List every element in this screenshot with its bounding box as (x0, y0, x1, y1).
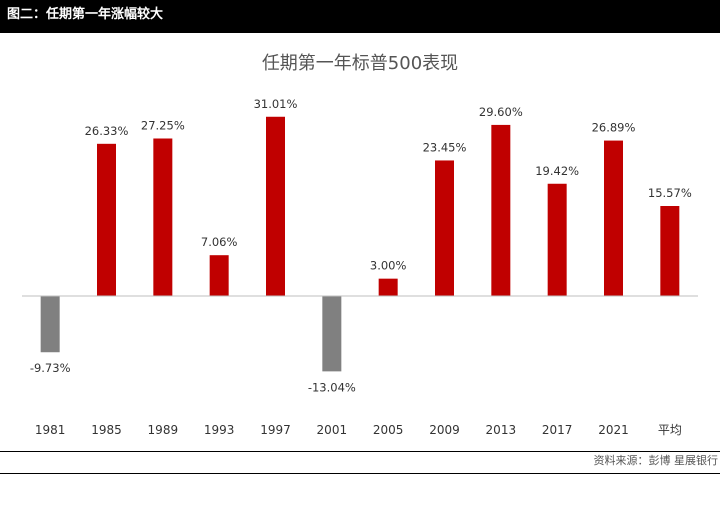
bar-2021 (604, 140, 623, 296)
bar-1981 (40, 296, 60, 353)
chart-area: 任期第一年标普500表现 -9.73% 26.33% 27.25% 7.06% 31.0… (0, 33, 720, 451)
bar-chart: 任期第一年标普500表现 -9.73% 26.33% 27.25% 7.06% 31.0… (22, 53, 698, 437)
category-label-2005: 2005 (373, 423, 404, 437)
bar-1985 (97, 143, 116, 296)
category-label-1993: 1993 (204, 423, 235, 437)
bar-2005 (378, 278, 398, 296)
bar-2017 (547, 183, 567, 296)
bottom-divider-lower (0, 473, 720, 474)
category-label-2017: 2017 (542, 423, 573, 437)
category-label-2013: 2013 (486, 423, 517, 437)
category-label-1985: 1985 (91, 423, 122, 437)
category-label-1981: 1981 (35, 423, 66, 437)
data-label-2013: 29.60% (479, 105, 523, 119)
data-label-2001: -13.04% (308, 380, 356, 394)
bar-2009 (435, 160, 454, 296)
data-label-1985: 26.33% (85, 124, 129, 138)
data-label-1989: 27.25% (141, 118, 185, 132)
category-labels-group: 1981 1985 1989 1993 1997 2001 2005 2009 2013 2017… (35, 423, 682, 437)
category-label-2001: 2001 (317, 423, 348, 437)
category-label-平均: 平均 (658, 423, 682, 437)
data-label-1993: 7.06% (201, 235, 238, 249)
bar-平均 (660, 206, 680, 296)
figure-caption: 图二：任期第一年涨幅较大 (7, 7, 164, 22)
bottom-divider (0, 451, 720, 452)
data-label-1981: -9.73% (30, 361, 71, 375)
bar-1997 (266, 116, 285, 296)
data-label-2009: 23.45% (423, 140, 467, 154)
bar-1993 (209, 255, 229, 296)
bar-2013 (491, 124, 511, 296)
category-label-2021: 2021 (598, 423, 629, 437)
bars-group (40, 116, 680, 372)
data-label-2017: 19.42% (535, 164, 579, 178)
data-label-1997: 31.01% (254, 97, 298, 111)
bar-1989 (153, 138, 173, 296)
category-label-1989: 1989 (148, 423, 179, 437)
chart-title: 任期第一年标普500表现 (262, 53, 458, 74)
bar-2001 (322, 296, 342, 372)
value-labels-group: -9.73% 26.33% 27.25% 7.06% 31.01% -13.04% 3.00… (30, 97, 692, 395)
data-label-2021: 26.89% (592, 121, 636, 135)
category-label-2009: 2009 (429, 423, 460, 437)
category-label-1997: 1997 (260, 423, 291, 437)
data-label-平均: 15.57% (648, 186, 692, 200)
source-note: 资料来源：彭博 星展银行 (593, 454, 719, 467)
data-label-2005: 3.00% (370, 259, 407, 273)
figure-header-bar: 图二：任期第一年涨幅较大 (0, 0, 720, 33)
